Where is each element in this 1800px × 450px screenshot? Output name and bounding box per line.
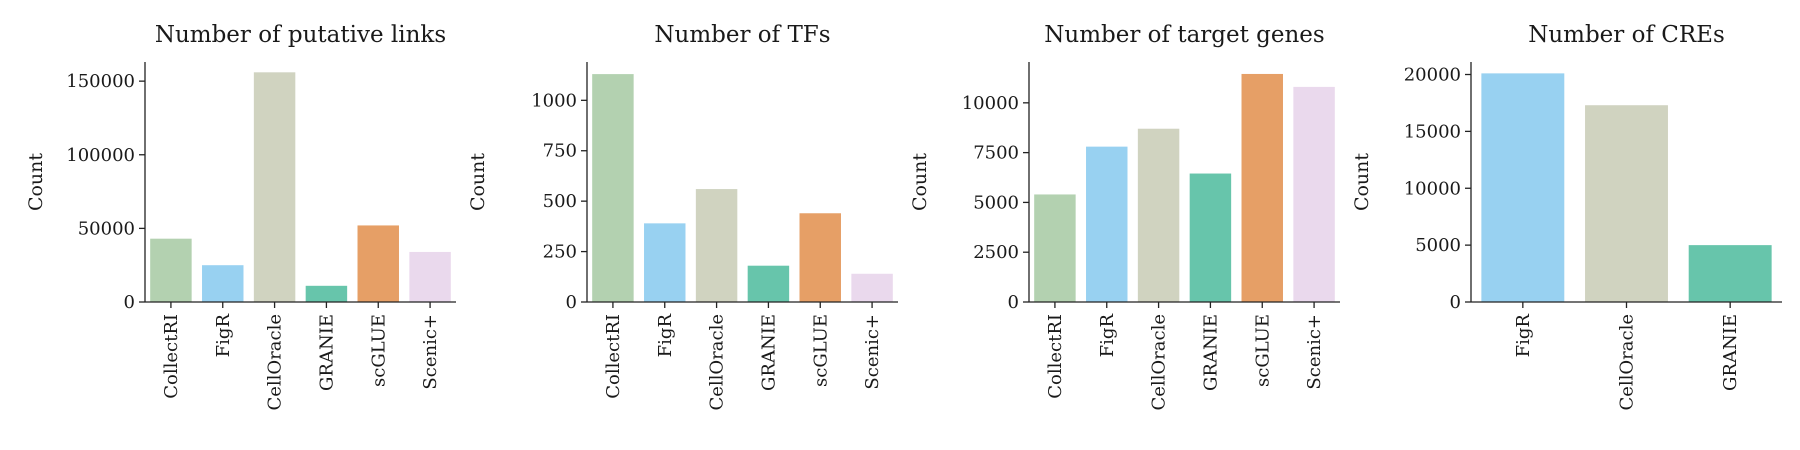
y-tick-label: 750 xyxy=(543,141,577,162)
x-tick-label: scGLUE xyxy=(368,314,389,387)
chart-panel-2: Number of TFs Count 0 250 500 750 1000 CollectR… xyxy=(467,22,898,411)
bar-granie xyxy=(305,285,348,302)
bar-scenic- xyxy=(409,251,451,302)
bar-collectri xyxy=(150,238,192,302)
bar-collectri xyxy=(592,74,634,303)
y-tick-label: 100000 xyxy=(66,145,135,166)
x-tick-label: Scenic+ xyxy=(862,314,883,390)
y-tick-label: 0 xyxy=(1450,292,1461,313)
bar-figr xyxy=(1481,73,1565,302)
y-tick-label: 7500 xyxy=(973,143,1019,164)
x-tick-label: CellOracle xyxy=(1149,314,1170,411)
x-tick-label: CollectRI xyxy=(603,314,624,399)
bar-granie xyxy=(747,265,790,302)
bar-figr xyxy=(1086,146,1128,302)
bar-figr xyxy=(202,265,244,302)
y-axis-label: Count xyxy=(25,153,47,211)
bar-celloracle xyxy=(1137,128,1180,302)
x-tick-label: FigR xyxy=(655,314,676,358)
x-tick-label: FigR xyxy=(1097,314,1118,358)
bar-celloracle xyxy=(253,72,296,302)
y-tick-label: 5000 xyxy=(1415,235,1461,256)
chart-title: Number of target genes xyxy=(1044,22,1324,48)
x-tick-label: GRANIE xyxy=(758,314,779,391)
y-tick-label: 500 xyxy=(543,191,577,212)
bar-granie xyxy=(1688,245,1772,302)
y-tick-label: 20000 xyxy=(1404,65,1461,86)
x-tick-label: CellOracle xyxy=(1617,314,1638,411)
x-tick-label: GRANIE xyxy=(1200,314,1221,391)
y-tick-label: 0 xyxy=(1008,292,1019,313)
bar-scglue xyxy=(799,213,841,302)
bar-granie xyxy=(1189,173,1232,302)
x-tick-label: GRANIE xyxy=(1720,314,1741,391)
x-tick-label: FigR xyxy=(1513,314,1534,358)
x-tick-label: FigR xyxy=(213,314,234,358)
x-tick-label: scGLUE xyxy=(810,314,831,387)
y-axis-label: Count xyxy=(1351,153,1373,211)
y-tick-label: 2500 xyxy=(973,242,1019,263)
bar-scglue xyxy=(357,225,399,302)
y-tick-label: 0 xyxy=(566,292,577,313)
chart-panel-4: Number of CREs Count 0 5000 10000 15000 20000 F… xyxy=(1351,22,1782,411)
y-tick-label: 50000 xyxy=(78,218,135,239)
x-tick-label: CellOracle xyxy=(707,314,728,411)
y-tick-label: 150000 xyxy=(66,71,135,92)
y-tick-label: 5000 xyxy=(973,192,1019,213)
bar-scglue xyxy=(1241,73,1283,302)
chart-title: Number of putative links xyxy=(155,22,446,48)
y-tick-label: 0 xyxy=(124,292,135,313)
chart-panel-1: Number of putative links Count 0 50000 10000… xyxy=(25,22,456,411)
x-tick-label: CellOracle xyxy=(265,314,286,411)
chart-title: Number of TFs xyxy=(654,22,830,48)
chart-title: Number of CREs xyxy=(1528,22,1725,48)
x-tick-label: CollectRI xyxy=(1045,314,1066,399)
y-tick-label: 10000 xyxy=(1404,178,1461,199)
y-tick-label: 10000 xyxy=(962,93,1019,114)
bar-scenic- xyxy=(851,273,893,302)
y-tick-label: 250 xyxy=(543,242,577,263)
x-tick-label: GRANIE xyxy=(316,314,337,391)
y-tick-label: 1000 xyxy=(531,90,577,111)
x-tick-label: CollectRI xyxy=(161,314,182,399)
y-axis-label: Count xyxy=(467,153,489,211)
x-tick-label: Scenic+ xyxy=(1304,314,1325,390)
x-tick-label: Scenic+ xyxy=(420,314,441,390)
y-axis-label: Count xyxy=(909,153,931,211)
x-tick-label: scGLUE xyxy=(1252,314,1273,387)
bar-collectri xyxy=(1034,194,1076,302)
bar-figr xyxy=(644,223,686,302)
bar-scenic- xyxy=(1293,86,1335,302)
bar-celloracle xyxy=(695,189,738,302)
chart-panel-3: Number of target genes Count 0 2500 5000 7500… xyxy=(909,22,1340,411)
y-tick-label: 15000 xyxy=(1404,121,1461,142)
bar-celloracle xyxy=(1585,105,1668,302)
